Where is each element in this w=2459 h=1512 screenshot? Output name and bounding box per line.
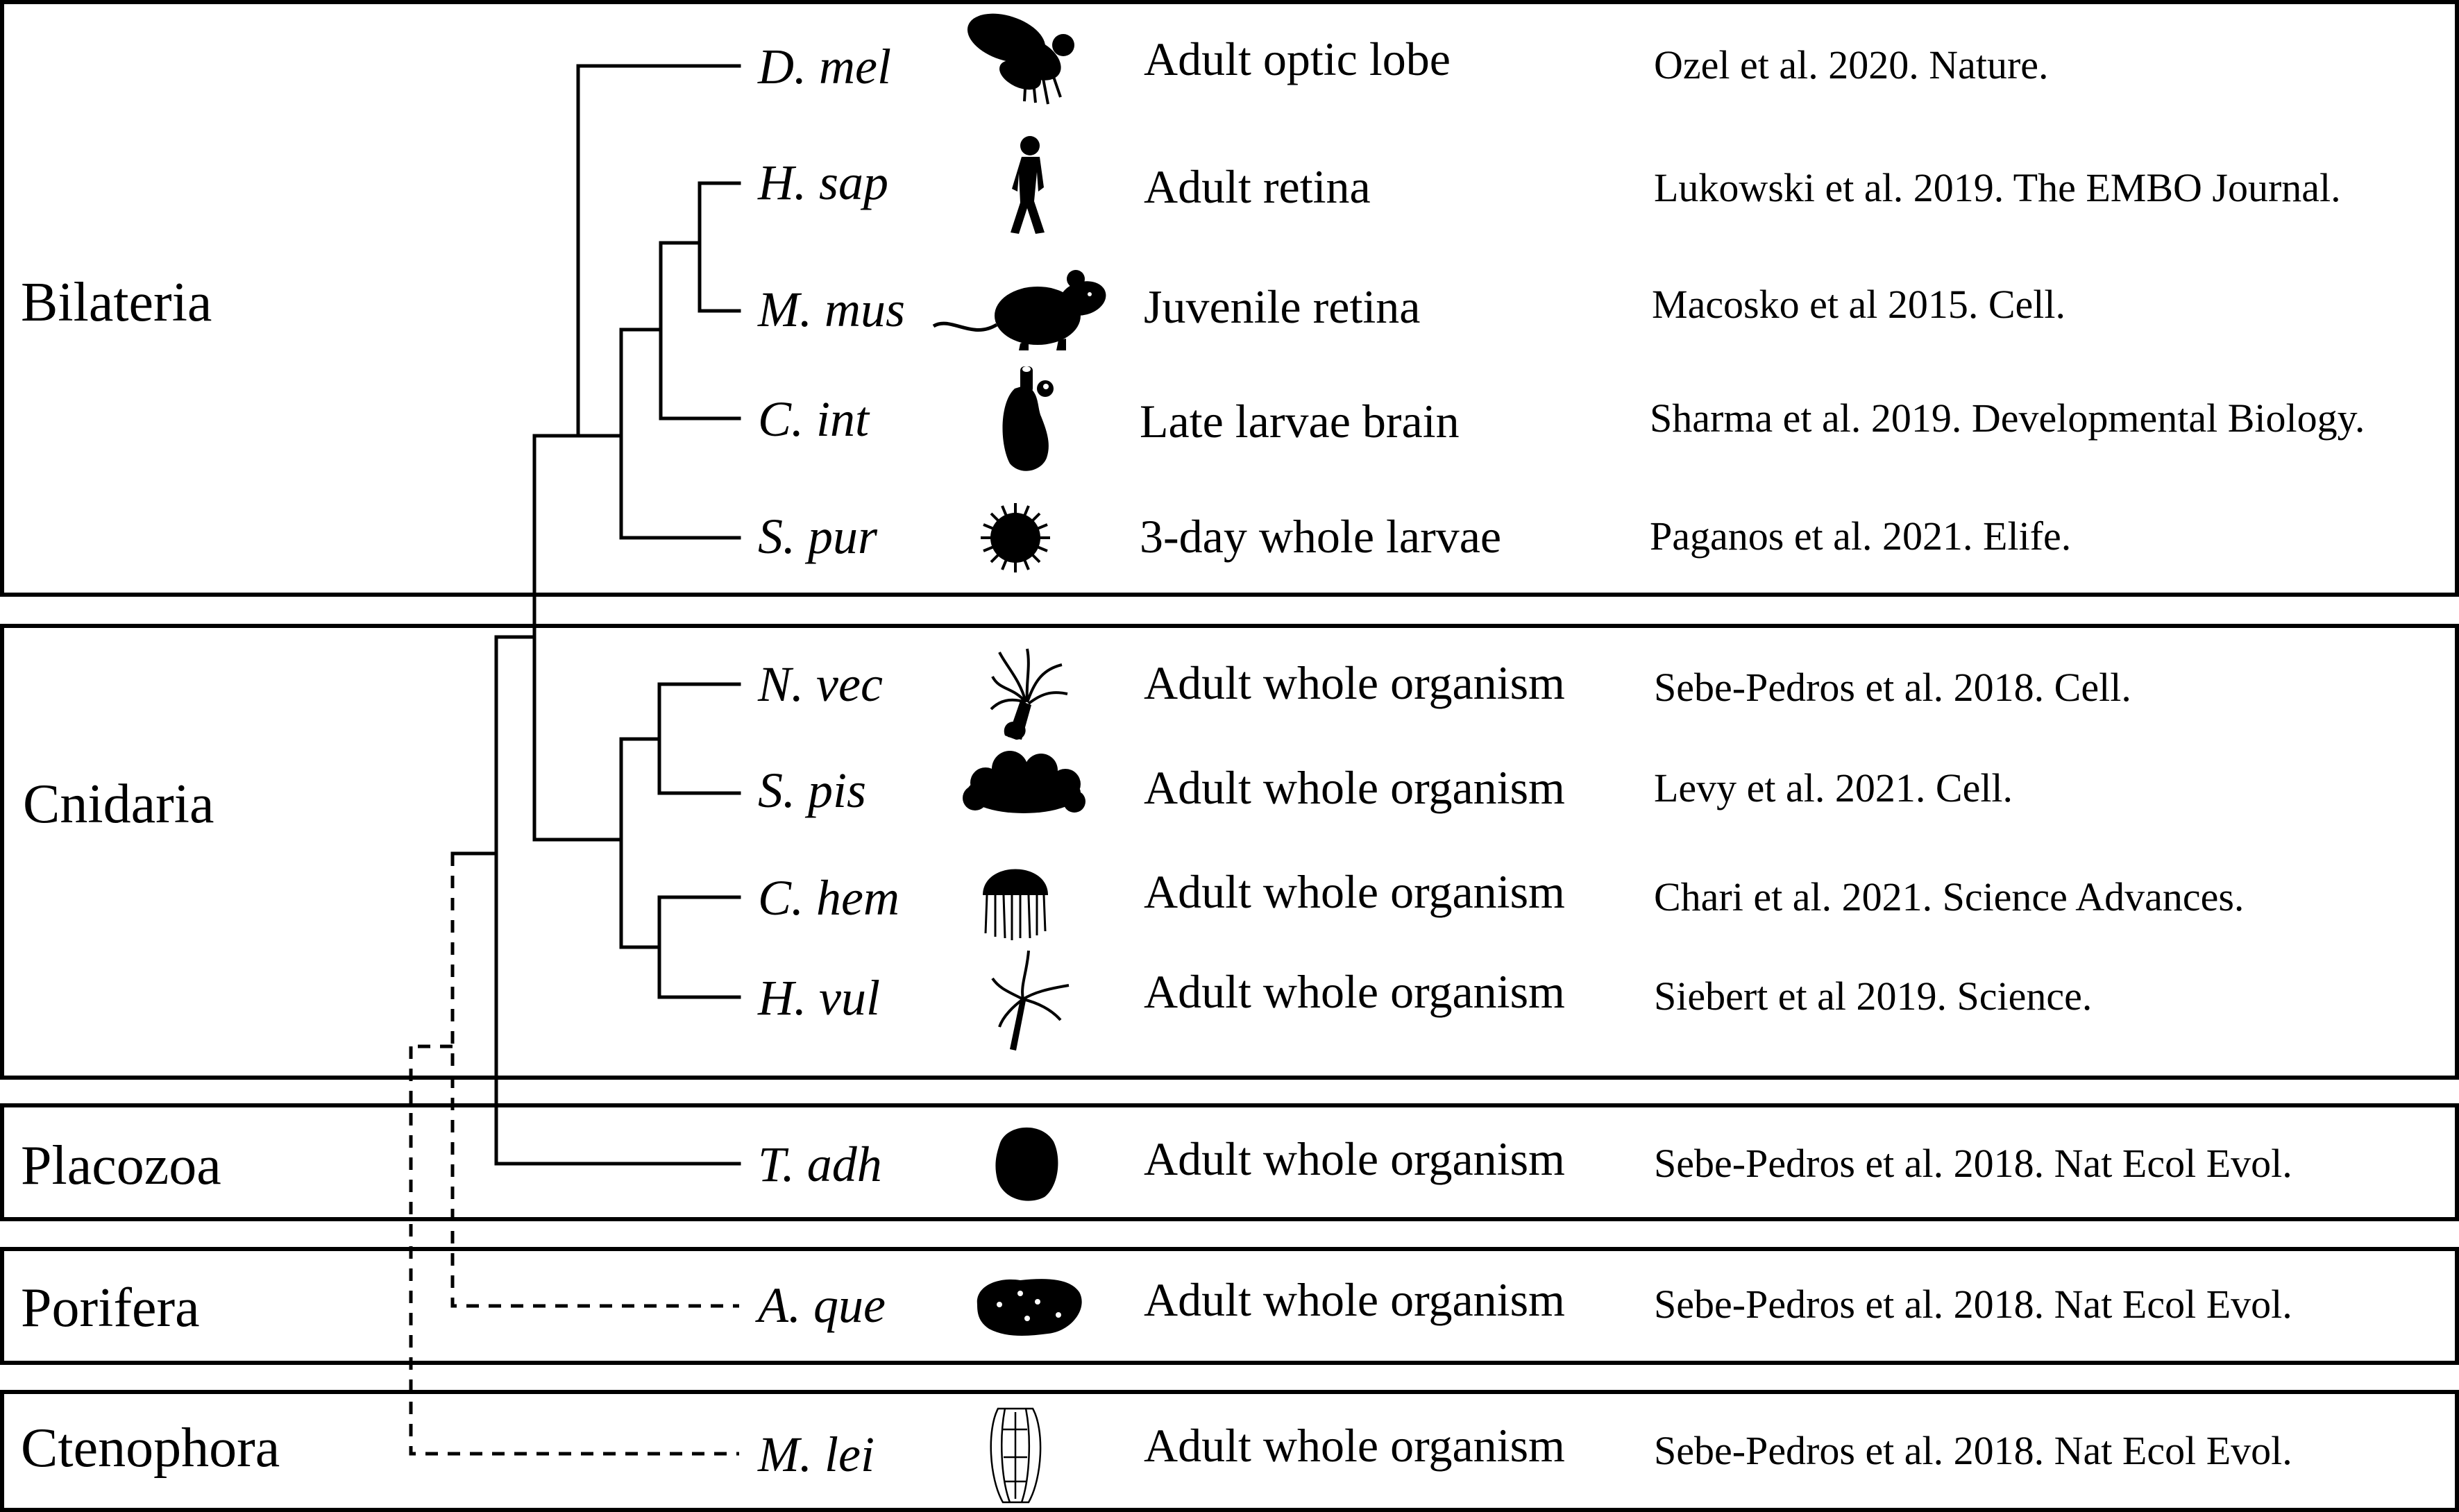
group-label-bilateria: Bilateria xyxy=(21,272,212,333)
group-label-ctenophora: Ctenophora xyxy=(21,1418,280,1479)
group-label-porifera: Porifera xyxy=(21,1277,200,1339)
tissue-label: Adult whole organism xyxy=(1144,965,1565,1018)
species-label: C. int xyxy=(758,391,870,447)
jellyfish-icon xyxy=(983,869,1048,940)
species-label: S. pur xyxy=(758,509,878,564)
citation-labels: Ozel et al. 2020. Nature. Lukowski et al… xyxy=(1650,42,2365,1473)
species-label: T. adh xyxy=(758,1137,882,1192)
ctenophora-box xyxy=(0,1390,2459,1512)
citation-text: Sebe-Pedros et al. 2018. Nat Ecol Evol. xyxy=(1654,1282,2292,1327)
citation-text: Sebe-Pedros et al. 2018. Nat Ecol Evol. xyxy=(1654,1428,2292,1473)
species-label: M. mus xyxy=(757,282,905,337)
citation-text: Paganos et al. 2021. Elife. xyxy=(1650,513,2071,559)
sea-urchin-icon xyxy=(981,503,1050,572)
tissue-label: Adult whole organism xyxy=(1144,656,1565,709)
tissue-label: Adult whole organism xyxy=(1144,1419,1565,1472)
citation-text: Ozel et al. 2020. Nature. xyxy=(1654,42,2049,87)
comb-jelly-icon xyxy=(990,1407,1042,1504)
branch-olfactores xyxy=(619,328,741,540)
tissue-label: Late larvae brain xyxy=(1140,395,1460,448)
tissue-label: Adult optic lobe xyxy=(1144,33,1451,85)
citation-text: Chari et al. 2021. Science Advances. xyxy=(1654,874,2244,919)
branch-t-adh xyxy=(494,635,741,1166)
placozoa-box xyxy=(0,1103,2459,1221)
human-icon xyxy=(1011,136,1045,234)
citation-text: Levy et al. 2021. Cell. xyxy=(1654,765,2013,810)
mouse-icon xyxy=(932,270,1106,350)
branch-n-vec-s-pis xyxy=(657,682,741,795)
tissue-label: Adult retina xyxy=(1144,160,1371,213)
group-label-cnidaria: Cnidaria xyxy=(23,774,214,835)
tissue-label: 3-day whole larvae xyxy=(1140,510,1501,563)
ciona-icon xyxy=(1002,366,1054,471)
branch-a-que xyxy=(450,853,739,1308)
species-labels: D. mel H. sap M. mus C. int S. pur N. ve… xyxy=(755,39,905,1482)
tissue-label: Adult whole organism xyxy=(1144,1132,1565,1185)
branch-m-lei xyxy=(409,1046,739,1456)
tissue-labels: Adult optic lobe Adult retina Juvenile r… xyxy=(1140,33,1565,1472)
tissue-label: Adult whole organism xyxy=(1144,865,1565,918)
fly-icon xyxy=(967,13,1074,105)
cnidaria-box xyxy=(0,624,2459,1080)
branch-c-hem-h-vul xyxy=(657,895,741,999)
citation-text: Siebert et al 2019. Science. xyxy=(1654,974,2092,1019)
species-label: M. lei xyxy=(757,1427,874,1482)
citation-text: Sebe-Pedros et al. 2018. Cell. xyxy=(1654,665,2131,710)
group-labels: Bilateria Cnidaria Placozoa Porifera Cte… xyxy=(21,272,280,1479)
sponge-icon xyxy=(977,1279,1082,1336)
branch-h-sap-m-mus xyxy=(698,181,741,313)
species-label: H. vul xyxy=(757,970,880,1026)
citation-text: Macosko et al 2015. Cell. xyxy=(1652,282,2065,327)
species-label: N. vec xyxy=(757,656,883,712)
porifera-box xyxy=(0,1247,2459,1365)
bilateria-box xyxy=(0,0,2459,597)
organism-icons xyxy=(932,13,1106,1504)
citation-text: Sebe-Pedros et al. 2018. Nat Ecol Evol. xyxy=(1654,1141,2292,1186)
citation-text: Lukowski et al. 2019. The EMBO Journal. xyxy=(1654,165,2341,210)
species-label: A. que xyxy=(755,1277,886,1333)
sea-anemone-icon xyxy=(990,648,1068,740)
group-label-placozoa: Placozoa xyxy=(21,1135,221,1196)
species-label: H. sap xyxy=(757,155,888,210)
tissue-label: Juvenile retina xyxy=(1144,280,1420,333)
phylogenetic-tree xyxy=(409,64,741,1456)
citation-text: Sharma et al. 2019. Developmental Biolog… xyxy=(1650,396,2365,441)
tissue-label: Adult whole organism xyxy=(1144,761,1565,814)
species-label: C. hem xyxy=(758,870,899,926)
branch-d-mel xyxy=(576,64,741,438)
hydra-icon xyxy=(991,950,1070,1051)
placozoan-icon xyxy=(995,1127,1058,1201)
species-label: S. pis xyxy=(758,763,866,818)
species-label: D. mel xyxy=(757,39,891,94)
tissue-label: Adult whole organism xyxy=(1144,1273,1565,1326)
coral-icon xyxy=(963,751,1085,813)
